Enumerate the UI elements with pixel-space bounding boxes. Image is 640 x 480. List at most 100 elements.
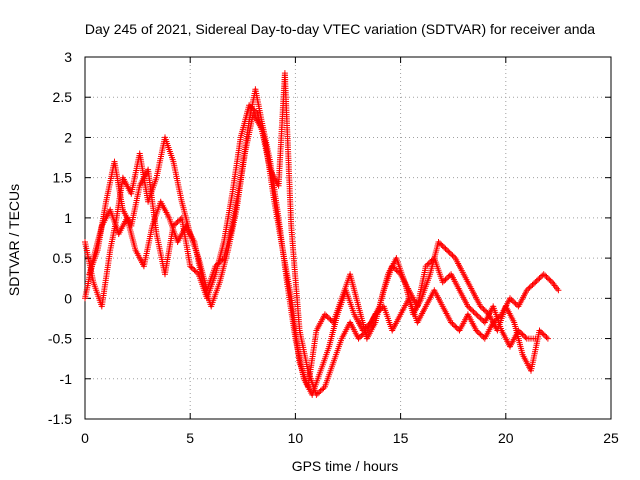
data-point bbox=[326, 315, 333, 322]
data-point bbox=[247, 103, 254, 110]
data-point bbox=[192, 268, 199, 275]
data-point bbox=[467, 306, 474, 313]
data-point bbox=[443, 247, 450, 254]
data-point bbox=[507, 295, 513, 302]
data-point bbox=[526, 284, 533, 291]
data-point bbox=[491, 318, 498, 325]
data-point bbox=[511, 299, 518, 306]
data-point bbox=[544, 275, 551, 282]
data-point bbox=[477, 315, 484, 322]
x-tick-label: 0 bbox=[81, 430, 89, 446]
y-tick-label: 1.5 bbox=[53, 170, 73, 186]
x-tick-label: 25 bbox=[603, 430, 619, 446]
data-point bbox=[532, 335, 539, 342]
data-point bbox=[446, 249, 453, 256]
data-point bbox=[474, 328, 481, 335]
data-point bbox=[438, 241, 445, 248]
data-point bbox=[246, 102, 253, 109]
series-1 bbox=[82, 86, 551, 398]
data-point bbox=[476, 314, 483, 321]
data-point bbox=[449, 320, 456, 327]
data-point bbox=[356, 334, 363, 341]
data-point bbox=[319, 386, 326, 393]
data-point bbox=[546, 276, 553, 283]
data-point bbox=[320, 385, 327, 392]
data-point bbox=[445, 273, 452, 280]
data-point bbox=[464, 303, 471, 310]
data-point bbox=[508, 296, 515, 303]
data-point bbox=[436, 240, 443, 247]
data-point bbox=[427, 259, 434, 266]
data-point bbox=[321, 311, 328, 318]
chart-title: Day 245 of 2021, Sidereal Day-to-day VTE… bbox=[85, 21, 595, 37]
data-point bbox=[521, 332, 527, 339]
data-point bbox=[251, 107, 258, 114]
data-point bbox=[393, 267, 400, 274]
data-point bbox=[539, 330, 546, 337]
data-point bbox=[535, 276, 542, 283]
data-point bbox=[547, 277, 554, 284]
data-point bbox=[324, 314, 331, 321]
data-point bbox=[519, 331, 526, 338]
data-point bbox=[474, 312, 481, 319]
data-point bbox=[396, 269, 403, 276]
data-point bbox=[477, 303, 484, 310]
data-point bbox=[543, 334, 550, 341]
data-point bbox=[466, 304, 473, 311]
data-point bbox=[473, 327, 480, 334]
data-point bbox=[477, 331, 484, 338]
data-point bbox=[449, 252, 456, 259]
data-point bbox=[480, 306, 487, 313]
data-point bbox=[523, 287, 530, 294]
data-point bbox=[450, 253, 457, 260]
data-point bbox=[536, 327, 543, 334]
y-tick-label: 0.5 bbox=[53, 250, 73, 266]
data-point bbox=[515, 327, 522, 334]
data-point bbox=[442, 276, 449, 283]
data-point bbox=[439, 243, 446, 249]
data-point bbox=[316, 389, 323, 396]
data-point bbox=[323, 312, 330, 319]
data-point bbox=[452, 323, 459, 330]
y-tick-label: -0.5 bbox=[48, 331, 72, 347]
plot-frame bbox=[84, 56, 612, 420]
series-3 bbox=[86, 102, 539, 390]
data-point bbox=[516, 328, 523, 335]
data-point bbox=[441, 244, 448, 251]
data-point bbox=[428, 257, 435, 264]
data-point bbox=[542, 332, 549, 339]
x-tick-label: 5 bbox=[186, 430, 194, 446]
data-point bbox=[512, 300, 519, 307]
data-point bbox=[479, 316, 485, 323]
data-point bbox=[537, 328, 544, 335]
data-point bbox=[469, 307, 476, 314]
data-point bbox=[355, 335, 362, 342]
y-tick-label: 2.5 bbox=[53, 89, 73, 105]
data-point bbox=[188, 264, 195, 271]
data-point bbox=[358, 332, 365, 339]
data-point bbox=[536, 275, 543, 282]
data-point bbox=[509, 298, 516, 304]
data-point bbox=[533, 277, 540, 284]
data-point bbox=[522, 334, 529, 341]
y-tick-label: 0 bbox=[64, 290, 72, 306]
data-point bbox=[471, 310, 478, 317]
data-point bbox=[470, 308, 477, 315]
data-point bbox=[453, 324, 460, 331]
data-point bbox=[490, 319, 497, 326]
data-markers bbox=[82, 70, 562, 398]
data-point bbox=[314, 390, 321, 397]
y-tick-label: 3 bbox=[64, 49, 72, 65]
axis-ticks: -1.5 -1 -0.5 0 0.5 1 1.5 2 2.5 3 0 5 10 15 20 25 bbox=[48, 49, 619, 446]
data-point bbox=[540, 271, 547, 278]
data-point bbox=[389, 263, 396, 270]
data-point bbox=[479, 304, 485, 311]
y-tick-label: 1 bbox=[64, 210, 72, 226]
x-axis-label: GPS time / hours bbox=[292, 458, 399, 474]
data-point bbox=[439, 279, 446, 286]
y-tick-label: 2 bbox=[64, 129, 72, 145]
data-point bbox=[194, 269, 201, 276]
x-tick-label: 20 bbox=[498, 430, 514, 446]
series-2 bbox=[82, 70, 562, 398]
